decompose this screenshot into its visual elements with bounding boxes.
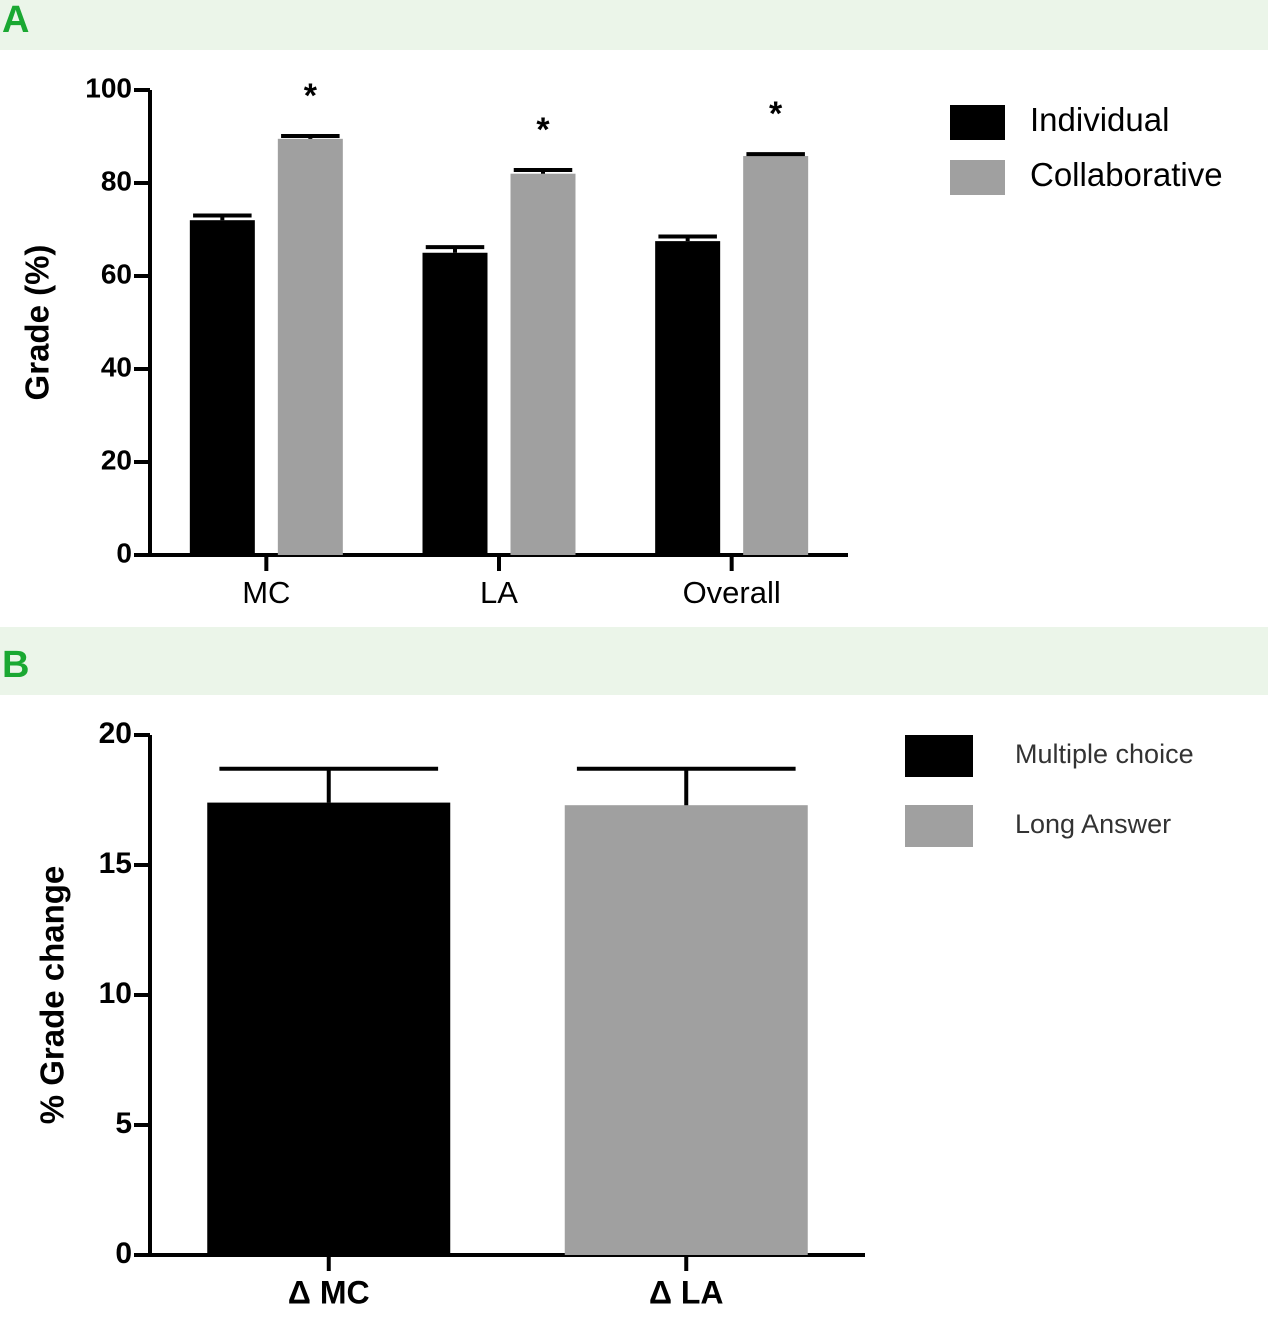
bar — [743, 156, 809, 555]
legend-label: Collaborative — [1030, 156, 1223, 193]
y-tick-label: 20 — [101, 444, 132, 475]
bar — [189, 220, 255, 555]
y-tick-label: 15 — [99, 847, 132, 880]
x-tick-label: MC — [242, 575, 290, 610]
significance-marker: * — [769, 95, 783, 133]
y-tick-label: 0 — [115, 1237, 132, 1270]
x-tick-label: Overall — [683, 575, 781, 610]
x-tick-label: Δ LA — [649, 1274, 724, 1310]
error-bar — [193, 213, 252, 221]
error-bar — [425, 245, 485, 253]
legend-swatch — [905, 735, 973, 777]
bar — [207, 802, 451, 1255]
error-bar — [746, 152, 805, 157]
y-tick-label: 0 — [116, 537, 132, 568]
panel-label: B — [2, 644, 29, 686]
y-tick-label: 60 — [101, 258, 132, 289]
panel-label: A — [2, 0, 29, 41]
x-tick-label: Δ MC — [288, 1274, 370, 1310]
bar — [655, 241, 721, 555]
y-tick-label: 5 — [115, 1107, 132, 1140]
error-bar — [658, 234, 717, 242]
legend-swatch — [950, 105, 1005, 140]
y-tick-label: 10 — [99, 977, 132, 1010]
legend-swatch — [905, 805, 973, 847]
panel-header — [0, 0, 1268, 50]
bar — [510, 173, 576, 555]
error-bar — [219, 766, 439, 803]
legend-swatch — [950, 160, 1005, 195]
error-bar — [281, 134, 340, 139]
error-bar — [576, 766, 796, 806]
bar — [564, 805, 808, 1255]
y-tick-label: 20 — [99, 717, 132, 750]
y-axis-title: Grade (%) — [19, 245, 56, 401]
bar — [422, 252, 488, 555]
significance-marker: * — [536, 111, 550, 149]
legend-label: Long Answer — [1015, 809, 1171, 839]
bar — [277, 138, 343, 555]
panel-header — [0, 627, 1268, 695]
y-axis-title: % Grade change — [34, 866, 71, 1125]
error-bar — [513, 167, 573, 174]
legend-label: Multiple choice — [1015, 739, 1194, 769]
x-tick-label: LA — [480, 575, 518, 610]
y-tick-label: 100 — [85, 72, 132, 103]
legend-label: Individual — [1030, 101, 1169, 138]
significance-marker: * — [304, 77, 318, 115]
y-tick-label: 80 — [101, 165, 132, 196]
y-tick-label: 40 — [101, 351, 132, 382]
